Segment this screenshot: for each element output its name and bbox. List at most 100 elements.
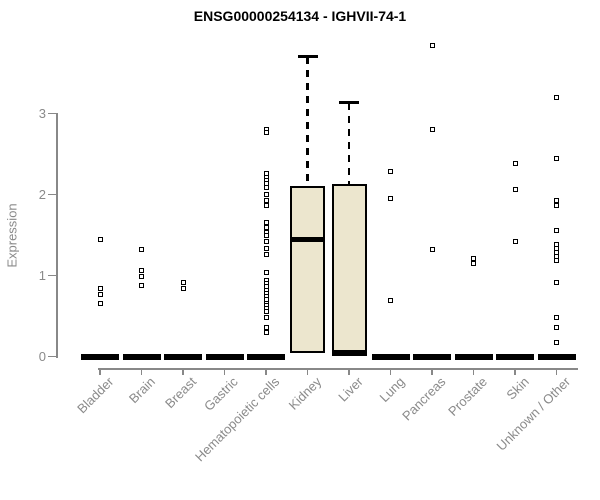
y-tick-label: 1	[38, 267, 46, 283]
zero-median-dash	[496, 353, 534, 360]
x-category-label: Skin	[503, 374, 532, 403]
zero-median-dash	[81, 353, 119, 360]
x-category-label: Brain	[126, 374, 159, 407]
outlier-point	[97, 292, 103, 298]
boxplot-box	[331, 183, 367, 357]
outlier-point	[554, 315, 559, 321]
outlier-point	[263, 329, 269, 335]
outlier-point	[554, 258, 559, 264]
outlier-point	[388, 298, 393, 304]
median-line	[290, 236, 325, 242]
x-tick	[431, 368, 433, 375]
outlier-point	[263, 246, 269, 252]
y-tick	[48, 112, 57, 115]
outlier-point	[263, 309, 269, 315]
x-tick	[306, 368, 309, 375]
y-tick-label: 3	[38, 105, 46, 121]
outlier-point	[471, 260, 476, 266]
whisker-cap	[339, 101, 359, 105]
x-tick	[182, 368, 184, 375]
outlier-point	[554, 202, 559, 208]
x-category-label: Breast	[162, 374, 200, 412]
y-tick-label: 0	[38, 348, 46, 364]
outlier-point	[97, 236, 103, 242]
outlier-point	[97, 285, 103, 291]
x-category-label: Gastric	[201, 374, 242, 414]
x-category-label: Pancreas	[399, 374, 449, 424]
outlier-point	[388, 169, 393, 175]
median-line	[331, 349, 367, 355]
outlier-point	[429, 127, 435, 133]
y-tick-label: 2	[38, 186, 46, 202]
outlier-point	[471, 255, 476, 261]
y-tick	[48, 193, 57, 196]
outlier-point	[263, 192, 269, 197]
outlier-point	[554, 324, 559, 330]
outlier-point	[512, 238, 518, 244]
x-tick	[140, 368, 143, 375]
x-category-label: Kidney	[285, 374, 325, 413]
outlier-point	[429, 42, 435, 48]
x-category-label: Lung	[376, 374, 408, 406]
x-tick	[555, 368, 558, 375]
outlier-point	[554, 280, 559, 286]
x-axis-line	[98, 368, 578, 370]
outlier-point	[263, 238, 269, 244]
outlier-point	[139, 273, 144, 279]
outlier-point	[263, 225, 269, 231]
outlier-point	[554, 94, 559, 100]
outlier-point	[429, 247, 435, 253]
x-tick	[348, 368, 350, 375]
outlier-point	[263, 220, 269, 226]
x-category-label: Unknown / Other	[493, 374, 574, 454]
zero-median-dash	[122, 353, 161, 360]
whisker-line	[347, 102, 351, 184]
whisker-cap	[297, 55, 318, 59]
zero-median-dash	[205, 353, 244, 360]
outlier-point	[263, 251, 269, 257]
y-tick	[48, 274, 57, 277]
outlier-point	[554, 197, 559, 203]
boxplot-box	[290, 185, 325, 354]
y-tick	[48, 355, 57, 358]
zero-median-dash	[454, 353, 493, 360]
x-category-label: Liver	[335, 374, 366, 405]
x-tick	[99, 368, 101, 375]
outlier-point	[97, 300, 103, 306]
outlier-point	[512, 161, 518, 167]
outlier-point	[180, 285, 186, 291]
outlier-point	[263, 130, 269, 136]
x-tick	[265, 368, 267, 375]
outlier-point	[263, 324, 269, 330]
outlier-point	[139, 247, 144, 253]
x-tick	[514, 368, 516, 375]
x-tick	[472, 368, 475, 375]
outlier-point	[554, 156, 559, 162]
outlier-point	[180, 280, 186, 286]
outlier-point	[263, 269, 269, 275]
outlier-point	[263, 233, 269, 239]
zero-median-dash	[537, 353, 576, 360]
chart-title: ENSG00000254134 - IGHVII-74-1	[193, 8, 407, 24]
outlier-point	[263, 184, 269, 190]
outlier-point	[512, 187, 518, 193]
zero-median-dash	[164, 353, 202, 360]
outlier-point	[554, 228, 559, 234]
zero-median-dash	[371, 353, 410, 360]
outlier-point	[263, 315, 269, 321]
y-axis-line	[56, 112, 58, 358]
zero-median-dash	[247, 353, 285, 360]
outlier-point	[263, 197, 269, 203]
x-tick	[223, 368, 226, 375]
x-tick	[389, 368, 392, 375]
outlier-point	[388, 196, 393, 202]
outlier-point	[554, 340, 559, 346]
x-category-label: Bladder	[74, 374, 117, 417]
outlier-point	[139, 282, 144, 288]
x-category-label: Prostate	[445, 374, 491, 419]
outlier-point	[263, 203, 269, 209]
whisker-line	[306, 56, 309, 186]
zero-median-dash	[413, 353, 451, 360]
outlier-point	[139, 268, 144, 274]
